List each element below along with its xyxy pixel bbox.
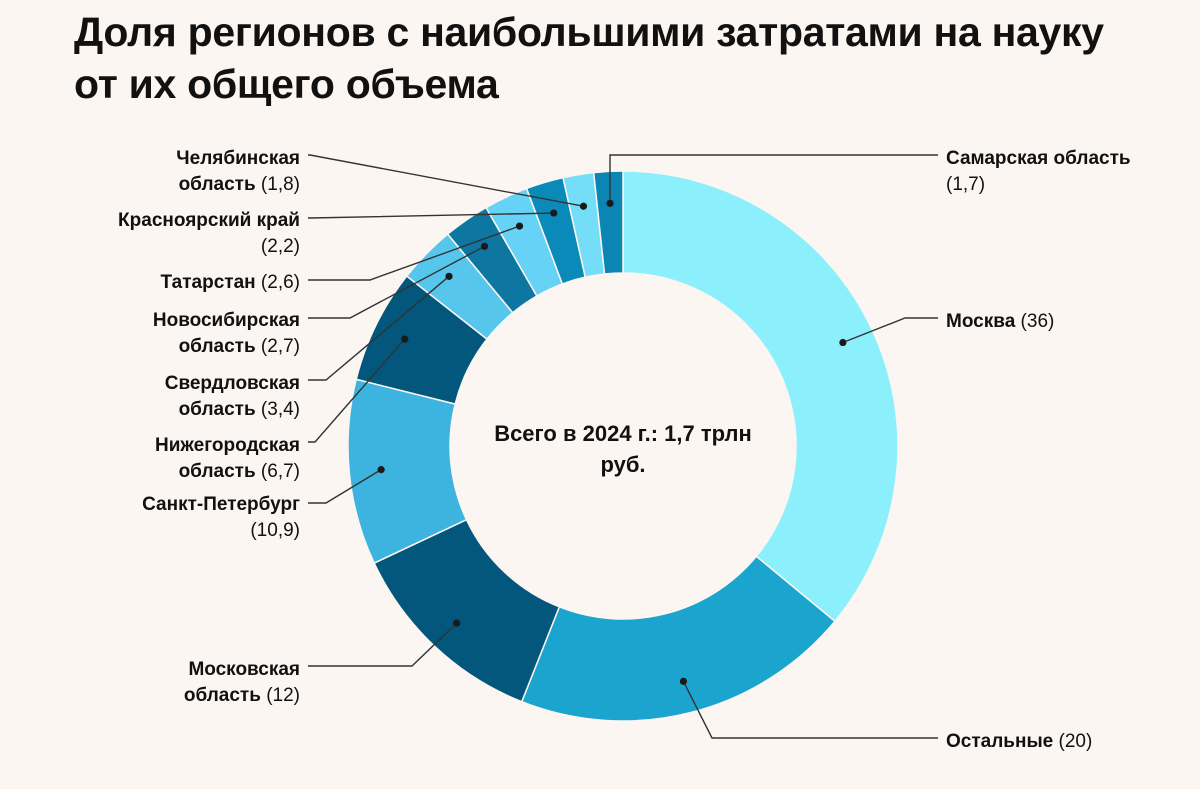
leader-dot-10 (606, 199, 614, 207)
leader-dot-8 (550, 209, 558, 217)
slice-label-4-line-0: Нижегородская (155, 435, 300, 456)
donut-slices (347, 170, 899, 722)
center-total-line-2: руб. (600, 452, 645, 477)
slice-label-5-line-0: Свердловская (165, 373, 300, 394)
leader-line-10 (609, 154, 938, 204)
slice-label-3-line-0: Санкт-Петербург (142, 494, 300, 515)
slice-label-7-line-0: Татарстан (2,6) (161, 272, 300, 293)
leader-dot-0 (839, 338, 847, 347)
leader-line-0 (842, 317, 938, 344)
slice-label-2-line-1: область (12) (184, 685, 300, 706)
chart-title-line-2: от их общего объема (74, 61, 499, 107)
slice-label-5-line-1: область (3,4) (179, 399, 300, 420)
leader-line-2 (308, 622, 458, 667)
slice-label-9-line-0: Челябинская (176, 148, 300, 169)
slice-label-4-line-1: область (6,7) (179, 461, 300, 482)
slice-label-1-line-0: Остальные (20) (946, 731, 1092, 752)
leader-dot-3 (377, 466, 385, 474)
leader-line-9 (308, 154, 584, 207)
center-total-line-1: Всего в 2024 г.: 1,7 трлн (494, 421, 752, 446)
leader-dot-2 (453, 619, 461, 627)
slice-label-2-line-0: Московская (188, 659, 300, 680)
chart-title-line-1: Доля регионов с наибольшими затратами на… (74, 9, 1104, 55)
slice-value-8: (2,2) (261, 236, 300, 257)
chart-title: Доля регионов с наибольшими затратами на… (74, 6, 1174, 110)
leader-line-6 (308, 245, 485, 319)
slice-label-6-line-0: Новосибирская (153, 310, 300, 331)
slice-label-8-line-0: Красноярский край (118, 210, 300, 231)
slice-value-3: (10,9) (250, 520, 300, 541)
leader-line-1 (682, 681, 938, 739)
leader-line-8 (308, 212, 554, 219)
leader-line-7 (308, 225, 520, 281)
leader-line-4 (308, 338, 406, 443)
slice-label-0-line-0: Москва (36) (946, 311, 1054, 332)
leader-line-5 (308, 275, 450, 381)
slice-labels: Москва (36) Остальные (20) Московская облас… (118, 148, 1131, 752)
slice-value-10: (1,7) (946, 174, 985, 195)
slice-label-10-line-0: Самарская область (946, 148, 1131, 169)
leader-dot-6 (480, 242, 489, 250)
leader-dot-7 (515, 222, 524, 230)
leader-lines (308, 154, 938, 739)
slice-label-6-line-1: область (2,7) (179, 336, 300, 357)
leader-dot-4 (401, 335, 409, 343)
leader-dot-9 (579, 202, 588, 210)
leader-dot-1 (679, 677, 688, 685)
slice-0 (622, 170, 899, 623)
slice-1 (520, 555, 836, 722)
slice-10 (592, 170, 624, 275)
leader-dot-5 (445, 272, 453, 280)
slice-label-9-line-1: область (1,8) (179, 174, 300, 195)
leader-line-3 (308, 469, 382, 504)
